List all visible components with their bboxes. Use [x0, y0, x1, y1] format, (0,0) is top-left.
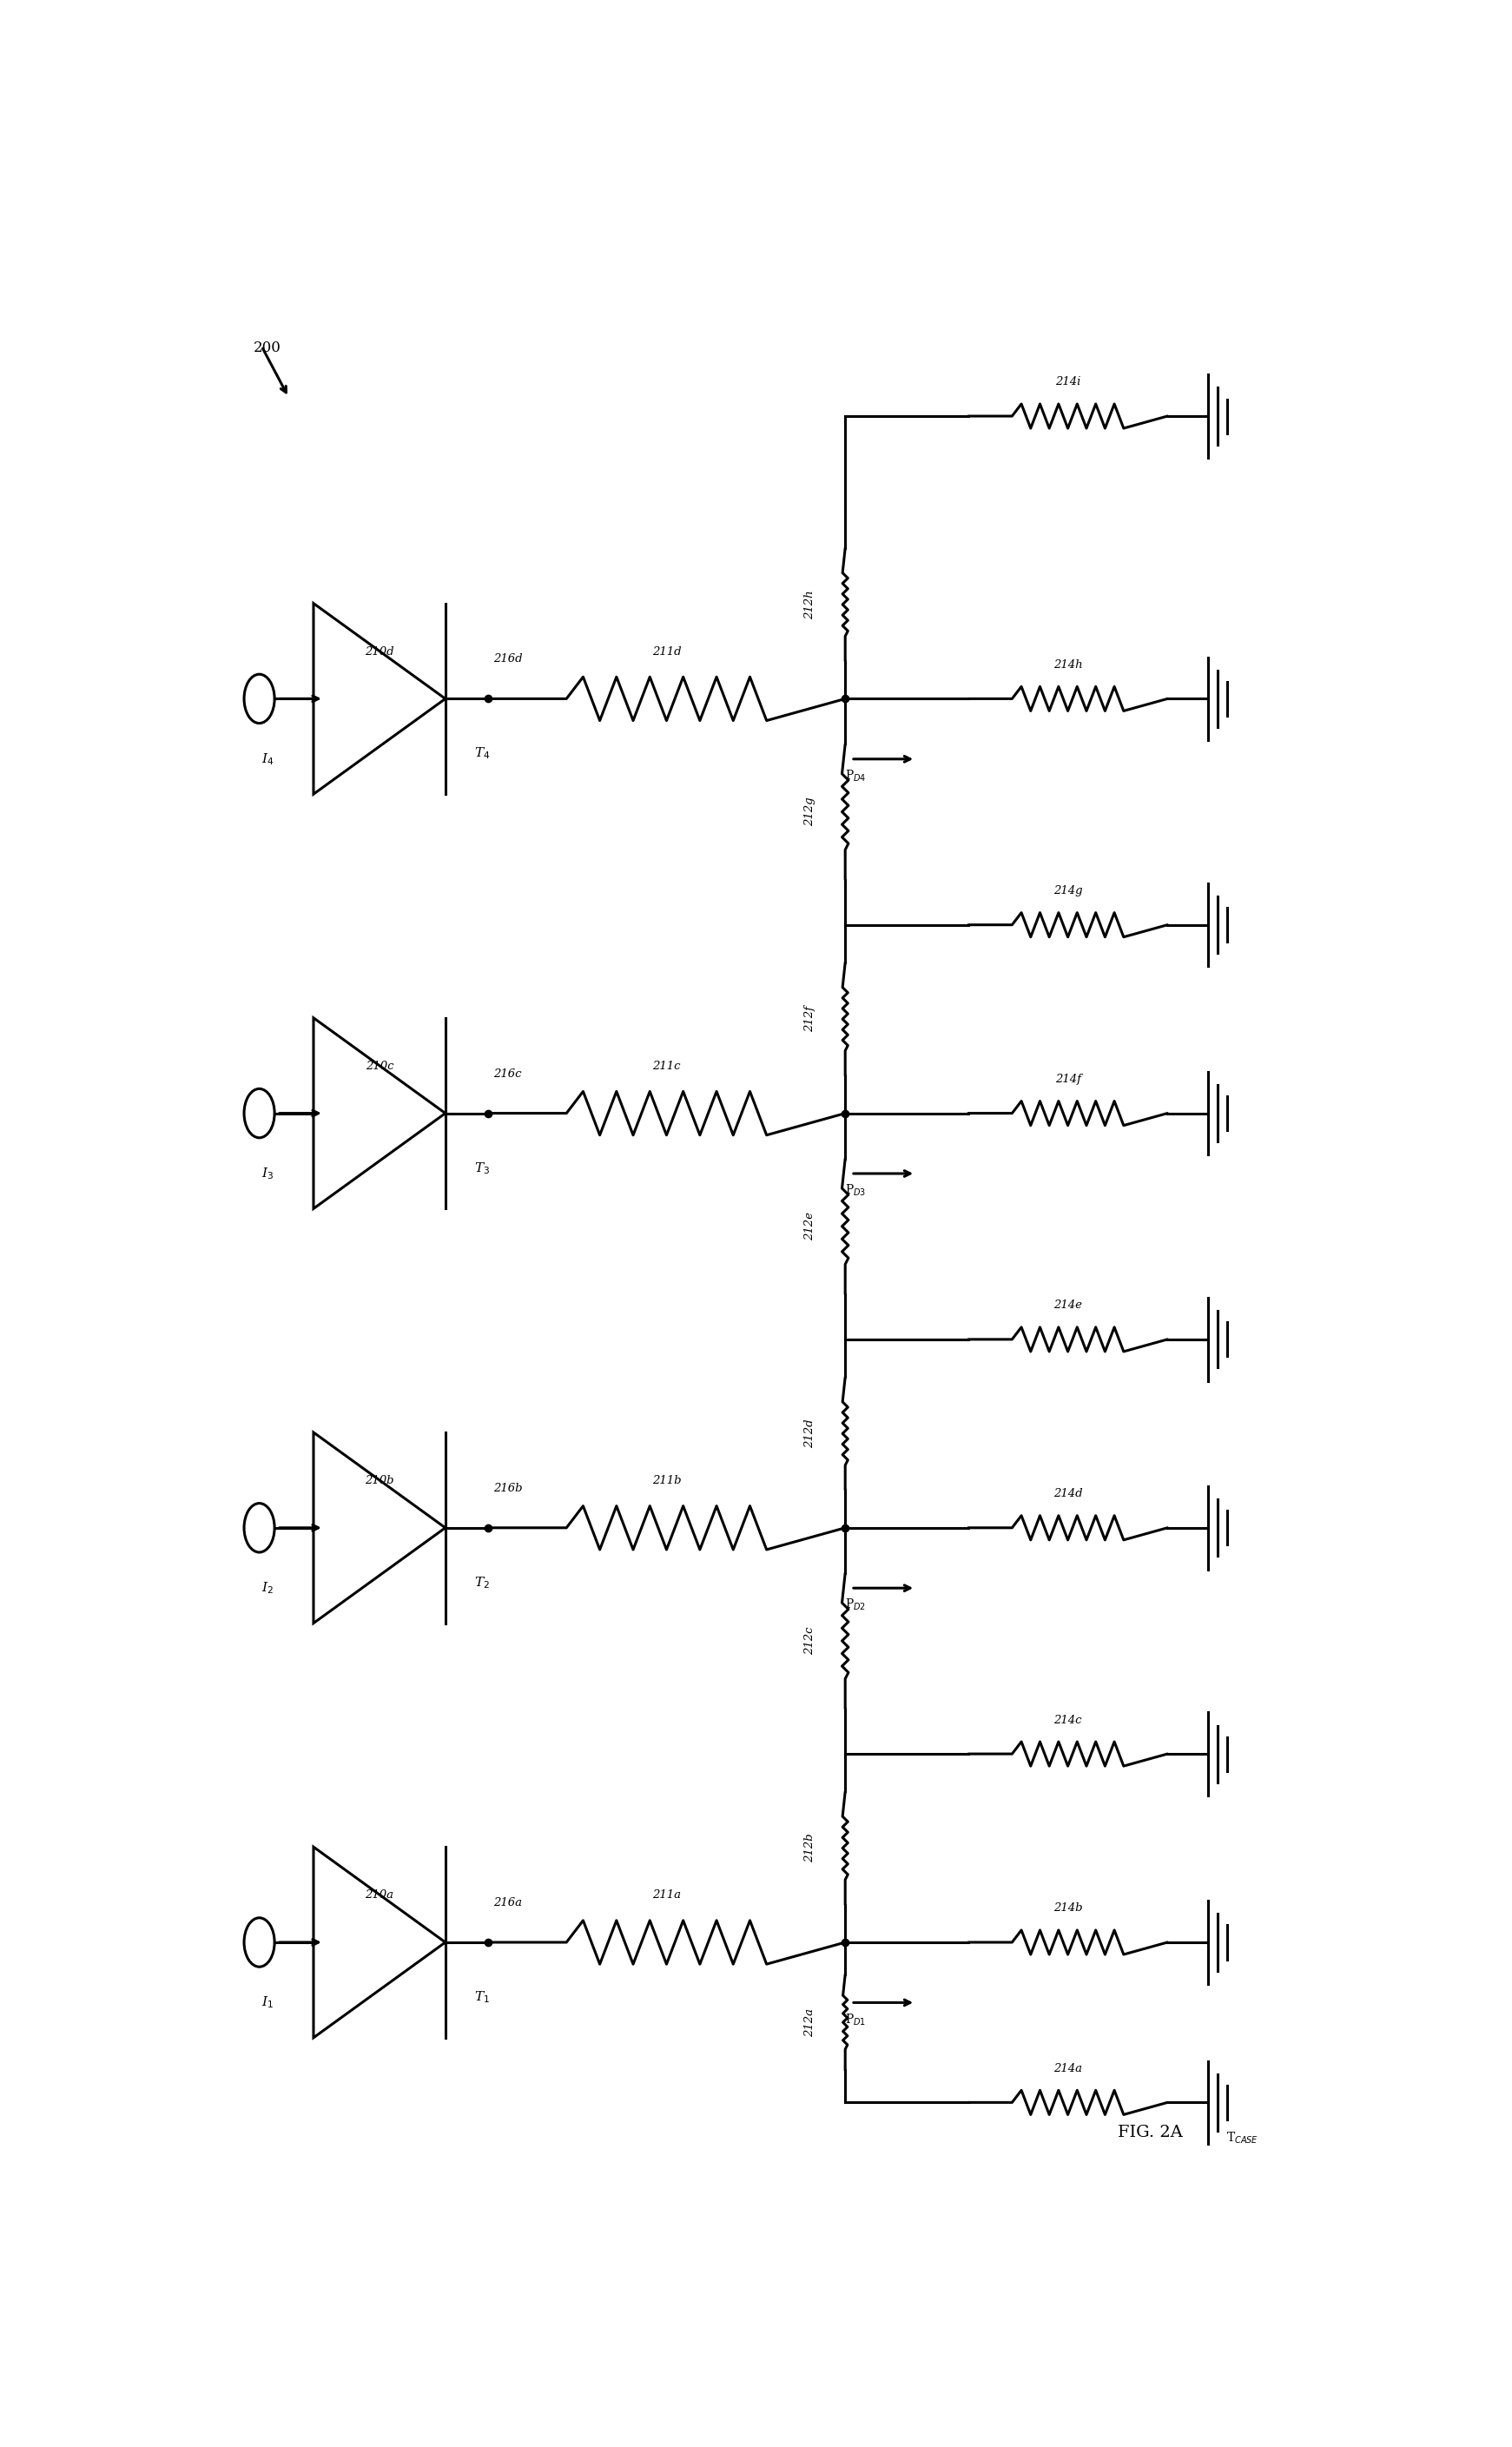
Text: P$_{D1}$: P$_{D1}$: [845, 2011, 866, 2026]
Text: P$_{D2}$: P$_{D2}$: [845, 1598, 866, 1613]
Text: 212f: 212f: [804, 1006, 816, 1033]
Text: 214a: 214a: [1054, 2063, 1083, 2075]
Text: 212b: 212b: [804, 1833, 816, 1862]
Text: 200: 200: [254, 340, 281, 355]
Text: 210b: 210b: [364, 1476, 395, 1485]
Text: I$_4$: I$_4$: [262, 751, 274, 766]
Text: P$_{D4}$: P$_{D4}$: [845, 768, 866, 783]
Text: 216d: 216d: [493, 653, 523, 666]
Text: 211a: 211a: [652, 1889, 680, 1901]
Text: 210c: 210c: [366, 1060, 393, 1072]
Text: I$_1$: I$_1$: [262, 1994, 274, 2011]
Text: FIG. 2A: FIG. 2A: [1117, 2124, 1182, 2141]
Text: 211b: 211b: [652, 1476, 680, 1485]
Text: T$_1$: T$_1$: [475, 1989, 490, 2004]
Text: 212e: 212e: [804, 1211, 816, 1241]
Text: I$_3$: I$_3$: [262, 1167, 274, 1182]
Text: T$_4$: T$_4$: [473, 746, 490, 761]
Text: 214f: 214f: [1055, 1074, 1081, 1084]
Text: 211d: 211d: [652, 646, 680, 658]
Text: 212d: 212d: [804, 1419, 816, 1449]
Text: T$_{CASE}$: T$_{CASE}$: [1226, 2131, 1258, 2146]
Text: 214h: 214h: [1054, 658, 1083, 670]
Text: P$_{D3}$: P$_{D3}$: [845, 1182, 866, 1199]
Text: 211c: 211c: [652, 1060, 680, 1072]
Text: 214c: 214c: [1054, 1715, 1083, 1725]
Text: 212c: 212c: [804, 1627, 816, 1654]
Text: 214i: 214i: [1055, 377, 1081, 387]
Text: 216a: 216a: [493, 1896, 522, 1909]
Text: 210a: 210a: [364, 1889, 393, 1901]
Text: 212h: 212h: [804, 590, 816, 619]
Text: 214e: 214e: [1054, 1299, 1083, 1312]
Text: 212g: 212g: [804, 798, 816, 827]
Text: T$_3$: T$_3$: [475, 1160, 490, 1175]
Text: 214d: 214d: [1054, 1488, 1083, 1500]
Text: 210d: 210d: [364, 646, 395, 658]
Text: T$_2$: T$_2$: [475, 1576, 490, 1591]
Text: 216c: 216c: [493, 1067, 522, 1079]
Text: I$_2$: I$_2$: [262, 1581, 274, 1595]
Text: 212a: 212a: [804, 2009, 816, 2036]
Text: 216b: 216b: [493, 1483, 523, 1493]
Text: 214b: 214b: [1054, 1904, 1083, 1914]
Text: 214g: 214g: [1054, 886, 1083, 896]
